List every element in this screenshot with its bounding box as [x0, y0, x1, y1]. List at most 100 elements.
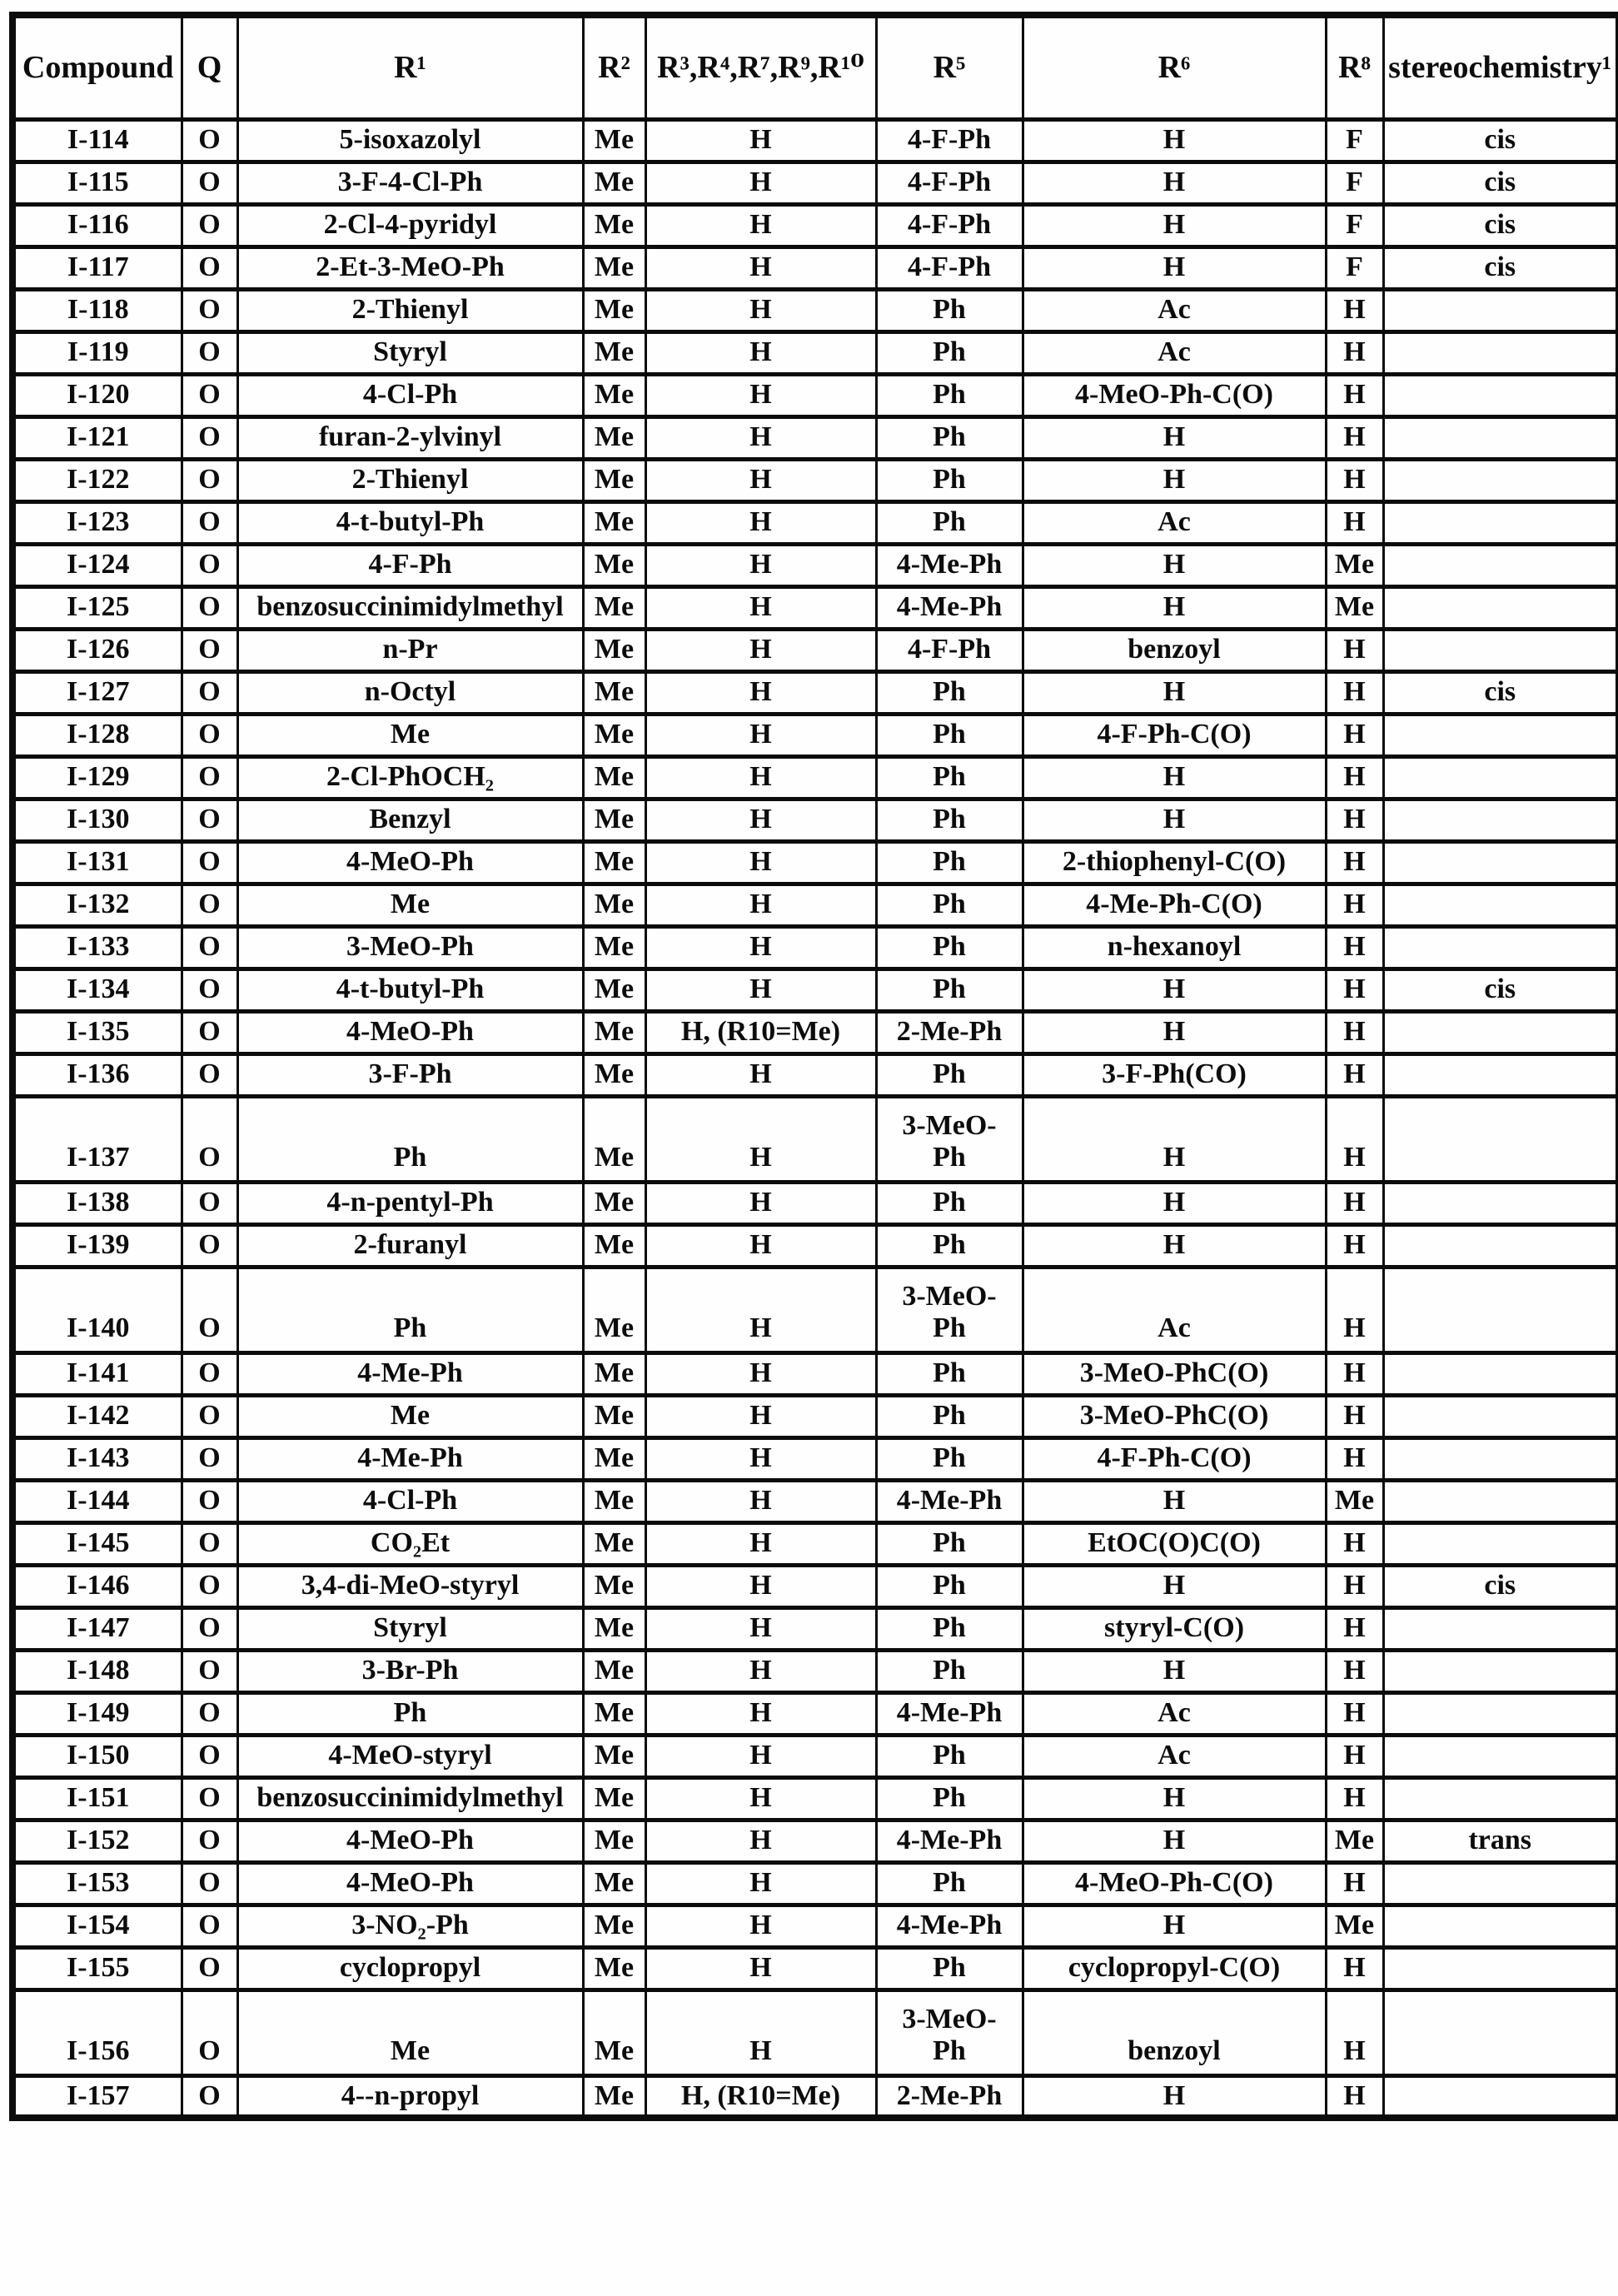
cell-r3-r4-r7-r9-r10: H [644, 881, 878, 929]
cell-stereochemistry: cis [1382, 966, 1618, 1014]
cell-r8: H [1324, 1392, 1385, 1440]
cell-r2: Me [581, 159, 647, 207]
cell-r1: furan-2-ylvinyl [236, 414, 585, 461]
cell-r5: Ph [874, 1350, 1024, 1397]
cell-r5: 4-Me-Ph [874, 1477, 1024, 1525]
cell-r6: benzoyl [1021, 626, 1327, 674]
cell-compound: I-117 [11, 244, 183, 291]
cell-compound: I-143 [11, 1435, 183, 1482]
cell-r1: benzosuccinimidylmethyl [236, 584, 585, 631]
cell-r3-r4-r7-r9-r10: H [644, 1350, 878, 1397]
table-row: I-135 O 4-MeO-Ph Me H, (R10=Me) 2-Me-Ph H H [11, 1009, 1618, 1056]
cell-r3-r4-r7-r9-r10: H [644, 456, 878, 504]
cell-r5: Ph [874, 796, 1024, 844]
cell-compound: I-116 [11, 202, 183, 249]
cell-q: O [180, 1775, 239, 1822]
cell-stereochemistry: trans [1382, 1817, 1618, 1865]
cell-r2: Me [581, 754, 647, 801]
cell-q: O [180, 1605, 239, 1652]
cell-r3-r4-r7-r9-r10: H [644, 584, 878, 631]
cell-r2: Me [581, 1690, 647, 1737]
cell-r5: Ph [874, 1435, 1024, 1482]
cell-r5: Ph [874, 414, 1024, 461]
cell-q: O [180, 1945, 239, 1992]
cell-r6: H [1021, 117, 1327, 164]
cell-r3-r4-r7-r9-r10: H [644, 754, 878, 801]
cell-stereochemistry [1382, 1987, 1618, 2078]
cell-stereochemistry [1382, 1093, 1618, 1184]
cell-stereochemistry [1382, 499, 1618, 546]
cell-stereochemistry [1382, 1179, 1618, 1227]
cell-r6: H [1021, 584, 1327, 631]
cell-r6: 3-F-Ph(CO) [1021, 1051, 1327, 1098]
cell-stereochemistry [1382, 1350, 1618, 1397]
cell-r3-r4-r7-r9-r10: H [644, 839, 878, 886]
column-header-r3-r4-r7-r9-r10: R³,R⁴,R⁷,R⁹,R¹⁰ [644, 12, 878, 122]
cell-compound: I-141 [11, 1350, 183, 1397]
cell-r8: Me [1324, 584, 1385, 631]
cell-r3-r4-r7-r9-r10: H [644, 796, 878, 844]
cell-r3-r4-r7-r9-r10: H [644, 1562, 878, 1610]
cell-stereochemistry [1382, 371, 1618, 419]
cell-r5: Ph [874, 881, 1024, 929]
cell-compound: I-128 [11, 711, 183, 759]
cell-r2: Me [581, 839, 647, 886]
cell-r6: H [1021, 541, 1327, 589]
cell-stereochemistry [1382, 456, 1618, 504]
cell-r1: 4-MeO-Ph [236, 1817, 585, 1865]
cell-stereochemistry [1382, 1860, 1618, 1907]
cell-compound: I-153 [11, 1860, 183, 1907]
cell-r6: H [1021, 1093, 1327, 1184]
cell-r6: Ac [1021, 1690, 1327, 1737]
cell-r3-r4-r7-r9-r10: H [644, 1179, 878, 1227]
cell-q: O [180, 456, 239, 504]
cell-r6: Ac [1021, 499, 1327, 546]
cell-r5: Ph [874, 1732, 1024, 1780]
cell-r2: Me [581, 1350, 647, 1397]
cell-r1: 4-Me-Ph [236, 1435, 585, 1482]
cell-r1: Me [236, 1392, 585, 1440]
cell-r1: 4-Cl-Ph [236, 1477, 585, 1525]
cell-r1: 2-furanyl [236, 1222, 585, 1269]
cell-r5: Ph [874, 1222, 1024, 1269]
cell-q: O [180, 117, 239, 164]
table-row: I-145 O CO₂Et Me H Ph EtOC(O)C(O) H [11, 1520, 1618, 1567]
cell-r2: Me [581, 796, 647, 844]
cell-r8: H [1324, 1222, 1385, 1269]
cell-r6: Ac [1021, 286, 1327, 334]
cell-compound: I-133 [11, 924, 183, 971]
cell-r1: benzosuccinimidylmethyl [236, 1775, 585, 1822]
cell-r1: 2-Et-3-MeO-Ph [236, 244, 585, 291]
cell-r5: Ph [874, 754, 1024, 801]
cell-r2: Me [581, 2073, 647, 2120]
cell-r8: H [1324, 1520, 1385, 1567]
cell-stereochemistry [1382, 1902, 1618, 1950]
cell-r3-r4-r7-r9-r10: H [644, 1222, 878, 1269]
cell-r2: Me [581, 966, 647, 1014]
cell-r6: cyclopropyl-C(O) [1021, 1945, 1327, 1992]
cell-r2: Me [581, 1732, 647, 1780]
table-row: I-154 O 3-NO₂-Ph Me H 4-Me-Ph H Me [11, 1902, 1618, 1950]
cell-r1: 4-MeO-Ph [236, 1009, 585, 1056]
cell-r2: Me [581, 1945, 647, 1992]
cell-compound: I-121 [11, 414, 183, 461]
cell-r6: H [1021, 456, 1327, 504]
cell-r5: 4-F-Ph [874, 626, 1024, 674]
cell-stereochemistry [1382, 541, 1618, 589]
cell-r1: 3-NO₂-Ph [236, 1902, 585, 1950]
cell-r5: Ph [874, 711, 1024, 759]
cell-stereochemistry [1382, 754, 1618, 801]
cell-q: O [180, 1987, 239, 2078]
cell-r2: Me [581, 371, 647, 419]
cell-q: O [180, 1477, 239, 1525]
cell-compound: I-151 [11, 1775, 183, 1822]
cell-q: O [180, 1817, 239, 1865]
cell-r5: Ph [874, 966, 1024, 1014]
table-row: I-137 O Ph Me H 3-MeO- Ph H H [11, 1093, 1618, 1184]
table-row: I-136 O 3-F-Ph Me H Ph 3-F-Ph(CO) H [11, 1051, 1618, 1098]
